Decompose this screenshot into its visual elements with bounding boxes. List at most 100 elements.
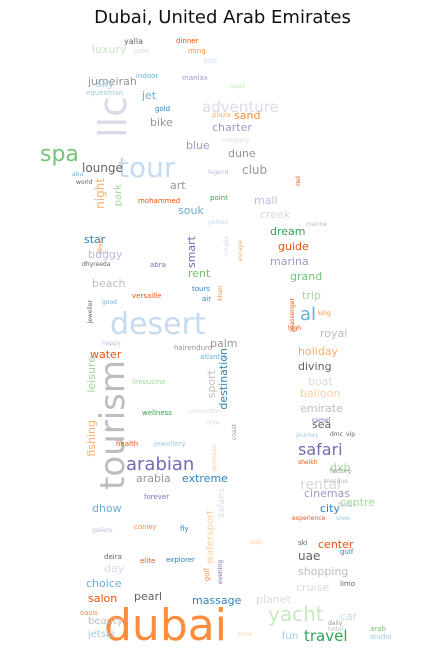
word-roya: roya	[206, 419, 220, 426]
word-fishing: fishing	[85, 420, 98, 457]
word-atlantis: atlantis	[200, 353, 227, 361]
word-ming: ming	[188, 47, 206, 55]
word-air: air	[202, 295, 212, 303]
word-vip: vip	[346, 431, 356, 438]
word-escape: escape	[237, 240, 244, 262]
word-dune: dune	[228, 147, 256, 160]
word-beauty: beauty	[88, 616, 123, 627]
word-forever: forever	[144, 493, 170, 501]
word-club: club	[242, 163, 268, 177]
word-centre: centre	[340, 496, 376, 509]
word-arabia: arabia	[136, 472, 171, 485]
word-couple: couple	[223, 236, 230, 256]
word-llc: llc	[91, 96, 135, 139]
word-shopping: shopping	[298, 565, 349, 578]
word-fun: fun	[282, 631, 299, 642]
word-extreme: extreme	[182, 472, 228, 485]
word-red: red	[295, 176, 302, 186]
word-choice: choice	[86, 577, 122, 590]
word-king: king	[318, 310, 331, 317]
word-manlax: manlax	[182, 74, 208, 82]
word-al: al	[300, 304, 317, 325]
word-mosque: mosque	[324, 478, 348, 485]
word-connection: connection	[188, 408, 222, 415]
word-quad: quad	[230, 83, 246, 90]
word-camel: camel	[312, 417, 331, 424]
word-deira: deira	[104, 553, 122, 561]
word-charter: charter	[212, 121, 252, 134]
word-explorer: explorer	[166, 556, 195, 564]
word-desert: desert	[110, 307, 206, 342]
word-journey: journey	[296, 432, 319, 439]
word-cinemas: cinemas	[304, 487, 351, 500]
word-fly: fly	[180, 525, 189, 533]
word-dhow: dhow	[92, 502, 122, 515]
word-yacht: yacht	[268, 602, 324, 626]
word-conwy: conwy	[134, 523, 157, 531]
word-dmc: dmc	[330, 431, 343, 438]
word-june: june	[134, 47, 150, 55]
word-wellness: wellness	[142, 409, 172, 417]
word-studio: studio	[370, 633, 392, 641]
word-leisure: leisure	[85, 356, 98, 393]
word-falcon: falcon	[338, 502, 357, 509]
word-yalla: yalla	[124, 37, 143, 46]
word-dream: dream	[270, 225, 306, 238]
word-souk: souk	[178, 204, 204, 217]
word-arab: arab	[370, 625, 386, 633]
word-water: water	[90, 348, 122, 361]
word-massage: massage	[192, 594, 242, 607]
word-uae: uae	[298, 549, 321, 563]
word-hairenduro: hairenduro	[174, 344, 213, 352]
word-sea: sea	[312, 418, 332, 431]
word-beach: beach	[92, 277, 126, 290]
word-burj: burj	[97, 249, 109, 256]
word-lady: lady	[250, 539, 263, 546]
word-elite: elite	[140, 557, 156, 565]
word-adventure: adventure	[202, 98, 279, 116]
word-experience: experience	[292, 515, 326, 522]
word-palm: palm	[210, 337, 238, 350]
word-travel: travel	[304, 627, 348, 645]
word-emirate: emirate	[300, 402, 343, 415]
word-car: car	[340, 610, 358, 623]
word-plaza: plaza	[212, 111, 231, 119]
word-smart: smart	[185, 236, 198, 269]
word-jet: jet	[142, 89, 157, 102]
word-rental: rental	[300, 477, 341, 493]
word-diving: diving	[298, 360, 332, 373]
word-trip: trip	[302, 289, 321, 302]
word-dubai: dubai	[104, 600, 227, 651]
word-zone: zone	[238, 631, 253, 638]
word-hotel: hotel	[328, 626, 344, 633]
word-sport: sport	[205, 370, 218, 399]
word-jetski: jetski	[88, 629, 115, 640]
word-world: world	[76, 179, 93, 186]
word-bike: bike	[150, 116, 173, 129]
word-health: health	[116, 440, 139, 448]
word-versaille: versaille	[132, 292, 162, 300]
word-rent: rent	[188, 267, 211, 280]
page-title: Dubai, United Arab Emirates	[94, 7, 351, 28]
word-gold: gold	[155, 105, 171, 113]
word-spa: spa	[40, 142, 79, 167]
word-jewellery: jewellery	[154, 440, 186, 448]
word-good: good	[102, 299, 117, 306]
word-watersport: watersport	[205, 510, 216, 565]
word-view: view	[336, 515, 350, 522]
word-khan: khan	[217, 286, 224, 301]
word-evening: evening	[217, 560, 224, 585]
word-premium: premium	[211, 444, 218, 471]
word-safari: safari	[298, 440, 343, 459]
word-boat: boat	[308, 375, 333, 388]
word-gulf: gulf	[340, 548, 354, 556]
word-indoor: indoor	[136, 72, 159, 80]
word-happy: happy	[102, 340, 121, 347]
word-jumeirah: jumeirah	[88, 75, 137, 88]
word-coast: coast	[231, 424, 238, 441]
word-golf: golf	[203, 568, 211, 582]
word-legend: legend	[208, 169, 229, 176]
word-safaris: safaris	[217, 488, 227, 518]
word-planet: planet	[256, 593, 291, 606]
